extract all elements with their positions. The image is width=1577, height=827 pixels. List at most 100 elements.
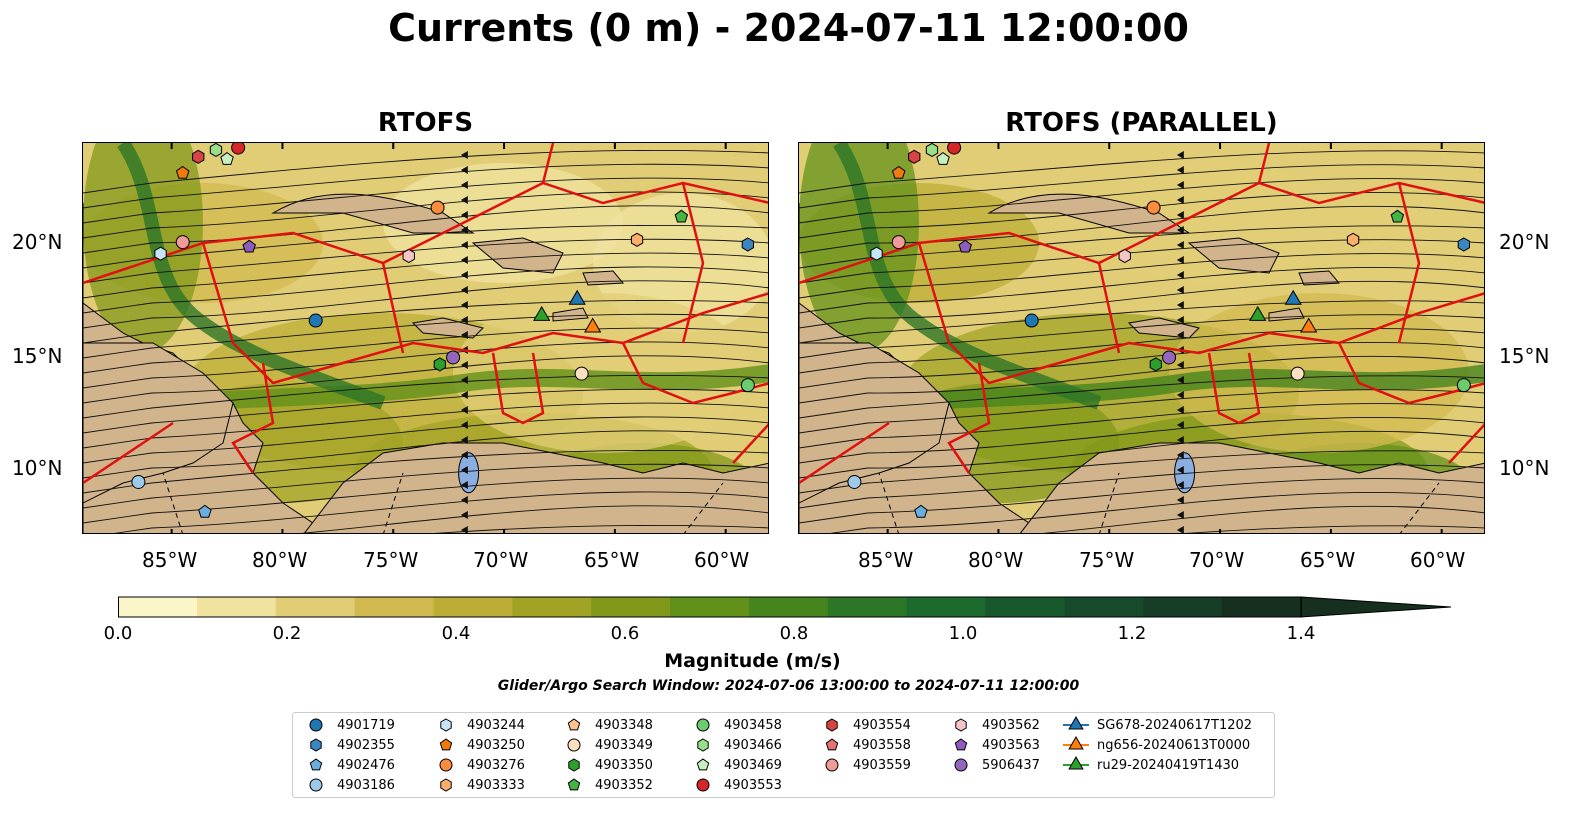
legend-item: 5906437 xyxy=(948,755,1040,775)
streamline-arrow xyxy=(460,196,468,204)
streamline xyxy=(83,327,768,374)
streamline xyxy=(799,450,1484,494)
streamline xyxy=(83,238,768,284)
map-panel-rtofs-parallel[interactable] xyxy=(798,142,1485,534)
colorbar-bin xyxy=(354,597,434,617)
colorbar-bin xyxy=(748,597,829,617)
legend-item: 4903553 xyxy=(690,775,782,795)
map-panel-rtofs[interactable] xyxy=(82,142,769,534)
legend-marker-icon xyxy=(439,738,453,751)
legend-marker-icon xyxy=(1063,715,1089,730)
country-border xyxy=(878,472,899,533)
legend-label: SG678-20240617T1202 xyxy=(1097,717,1253,733)
streamline-arrow xyxy=(460,436,468,444)
streamline-arrow xyxy=(1176,481,1184,489)
legend-marker xyxy=(440,718,452,732)
legend-marker xyxy=(696,778,710,792)
legend-item: 4902355 xyxy=(303,735,395,755)
colorbar-tick-7: 1.4 xyxy=(1286,623,1316,644)
streamline xyxy=(799,328,1484,374)
argo-float-4903559 xyxy=(175,235,190,250)
map-canvas-rtofs-parallel xyxy=(799,143,1484,533)
legend-label: 4903276 xyxy=(467,757,525,773)
legend-item: 4903348 xyxy=(561,715,653,735)
figure-title: Currents (0 m) - 2024-07-11 12:00:00 xyxy=(388,6,1189,50)
argo-float-4903469 xyxy=(936,151,950,165)
streamline xyxy=(799,239,1484,284)
lon-label-65w-left: 65°W xyxy=(584,548,640,572)
map-canvas-rtofs xyxy=(83,143,768,533)
yucatan-current-jet xyxy=(117,143,386,410)
legend-marker-icon xyxy=(1063,735,1089,750)
eez-boundary-line xyxy=(947,362,991,474)
legend-marker xyxy=(955,718,967,732)
streamline-arrow xyxy=(1176,256,1184,264)
lat-label-10n-right: 10°N xyxy=(1499,456,1550,480)
search-window-caption: Glider/Argo Search Window: 2024-07-06 13… xyxy=(497,678,1080,694)
argo-float-4903458 xyxy=(740,378,755,393)
eez-boundary-line xyxy=(732,423,768,464)
legend-label: 4903554 xyxy=(853,717,911,733)
streamline xyxy=(83,266,768,314)
legend-label: 4903350 xyxy=(595,757,653,773)
legend-label: 4902476 xyxy=(337,757,395,773)
colorbar-bin xyxy=(827,597,908,617)
streamline-arrow xyxy=(460,256,468,264)
legend-item: SG678-20240617T1202 xyxy=(1063,715,1252,735)
legend-marker xyxy=(696,718,710,732)
colorbar-tick-6: 1.2 xyxy=(1117,623,1147,644)
streamline-arrow xyxy=(1176,376,1184,384)
streamline-arrow xyxy=(1176,271,1184,279)
legend-marker-icon xyxy=(310,738,322,752)
streamline-arrow xyxy=(460,526,468,533)
colorbar-bin xyxy=(196,597,277,617)
eez-boundary-line xyxy=(83,181,768,285)
streamline-arrow xyxy=(1176,526,1184,533)
colorbar-bin xyxy=(1222,597,1302,617)
streamline-arrow xyxy=(460,181,468,189)
legend-label: 4902355 xyxy=(337,737,395,753)
argo-float-4903554 xyxy=(908,149,921,164)
argo-float-4902355 xyxy=(741,237,754,252)
legend-item: 4903562 xyxy=(948,715,1040,735)
streamline-arrow xyxy=(460,301,468,309)
colorbar-tick-4: 0.8 xyxy=(779,623,809,644)
legend-item: 4903352 xyxy=(561,775,653,795)
legend-marker-icon xyxy=(954,738,968,751)
colorbar-bin xyxy=(433,597,513,617)
streamline-arrow xyxy=(1176,391,1184,399)
streamline-arrow xyxy=(460,286,468,294)
streamline xyxy=(434,524,768,533)
streamline xyxy=(799,164,1484,209)
argo-float-4903350 xyxy=(1149,357,1162,372)
argo-float-4903562 xyxy=(402,248,415,264)
streamline xyxy=(83,280,768,329)
lon-label-60w-left: 60°W xyxy=(694,548,750,572)
eez-boundary-line xyxy=(1448,423,1484,464)
colorbar-bin xyxy=(512,597,592,617)
legend-item: 4903458 xyxy=(690,715,782,735)
legend-item: 4903558 xyxy=(819,735,911,755)
streamline xyxy=(799,355,1484,404)
argo-float-4903186 xyxy=(847,474,862,489)
streamline xyxy=(799,314,1484,359)
argo-float-4903276 xyxy=(430,200,445,215)
streamline xyxy=(799,178,1484,224)
colorbar-scale xyxy=(118,596,1452,618)
streamline xyxy=(799,225,1484,269)
streamline xyxy=(83,463,768,509)
streamline-arrow xyxy=(1176,286,1184,294)
legend-marker xyxy=(310,738,322,752)
argo-float-4903352 xyxy=(674,209,689,223)
lat-label-20n-right: 20°N xyxy=(1499,230,1550,254)
eez-boundary-line xyxy=(917,242,1484,385)
country-border xyxy=(1099,472,1120,533)
country-border xyxy=(383,472,404,533)
colorbar-label: Magnitude (m/s) xyxy=(664,650,841,672)
streamline-arrow xyxy=(1176,406,1184,414)
argo-float-4903563 xyxy=(242,239,256,253)
legend-item: 4903349 xyxy=(561,735,653,755)
legend-item: 4903554 xyxy=(819,715,911,735)
argo-float-4903458 xyxy=(1456,378,1471,393)
legend-item: 4903333 xyxy=(433,775,525,795)
